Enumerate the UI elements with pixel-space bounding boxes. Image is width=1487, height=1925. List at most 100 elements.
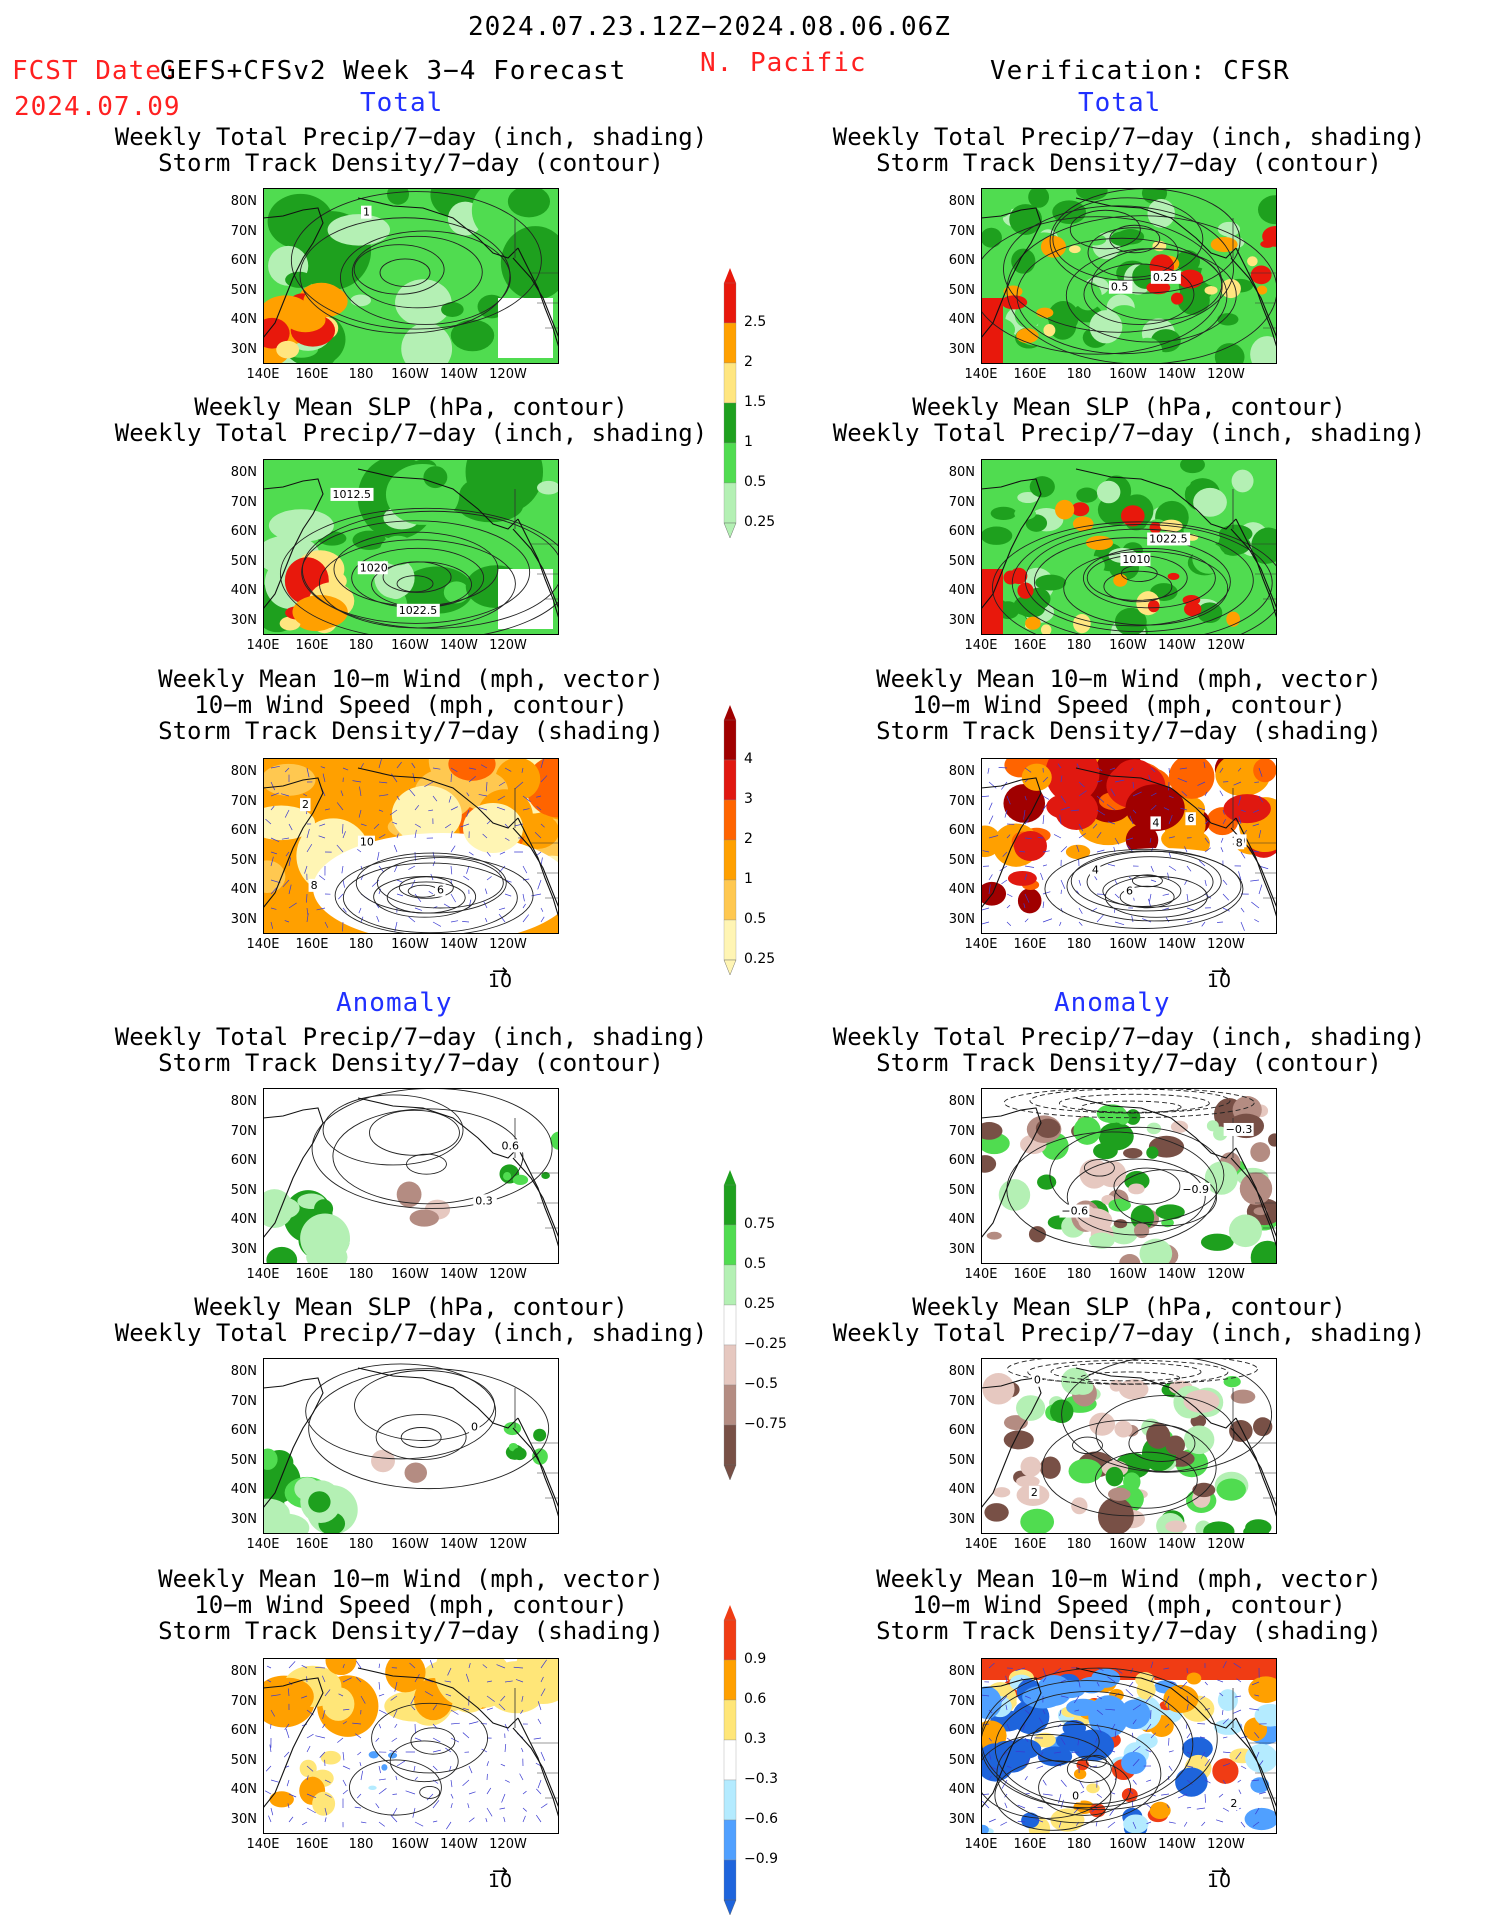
shade-cell	[1200, 1233, 1234, 1251]
wind-vector	[1164, 1723, 1170, 1728]
colorbar-segment	[723, 1659, 737, 1701]
contour-label-box	[1028, 1485, 1040, 1499]
wind-vector	[1258, 767, 1263, 777]
shade-cell	[1256, 343, 1277, 358]
shade-cell	[993, 1487, 1011, 1498]
wind-vector	[352, 1722, 362, 1725]
wind-vector	[390, 1814, 398, 1823]
wind-vector	[988, 884, 991, 895]
wind-vector	[424, 781, 434, 787]
contour-label-box	[1228, 1797, 1239, 1811]
wind-vector	[1042, 864, 1048, 867]
wind-vector	[982, 850, 990, 853]
wind-vector	[316, 907, 326, 911]
coast-line-0	[263, 1377, 324, 1509]
shade-cell	[998, 1179, 1031, 1211]
wind-vector	[1109, 1749, 1116, 1753]
shade-cell	[1244, 1807, 1277, 1831]
wind-vector	[270, 921, 274, 929]
wind-vector	[504, 837, 510, 841]
lat-tick-label: 40N	[948, 312, 975, 327]
lon-tick-label: 140W	[1158, 937, 1196, 952]
colorbar-segment	[723, 402, 737, 444]
wind-vector	[1015, 1750, 1026, 1753]
lat-tick-label: 80N	[948, 1364, 975, 1379]
lon-tick-label: 120W	[1207, 638, 1245, 653]
wind-vector	[410, 1695, 416, 1705]
contour-label: 0.3	[475, 1194, 493, 1207]
shade-cell	[389, 758, 419, 770]
panel-title-line: Weekly Total Precip/7−day (inch, shading…	[114, 1319, 708, 1347]
wind-vector	[1042, 850, 1050, 853]
lon-tick-label: 160E	[1013, 638, 1047, 653]
lon-tick-label: 140E	[964, 1837, 998, 1852]
colorbar-cap	[723, 959, 737, 976]
wind-vector	[513, 1666, 524, 1669]
shade-cell	[532, 1448, 548, 1465]
contour-line	[348, 1759, 442, 1816]
wind-vector	[360, 763, 364, 769]
coast-line-3	[1230, 528, 1277, 610]
wind-vector	[1114, 921, 1125, 926]
colorbar-precip-anom: 0.75 0.5 0.25 −0.25 −0.5 −0.75	[720, 1170, 787, 1484]
section-anomaly-right: Anomaly	[1054, 988, 1171, 1018]
coast-line-2	[517, 817, 559, 919]
shading-field	[981, 830, 1047, 914]
lon-tick-label: 140E	[964, 1267, 998, 1282]
wind-vector	[304, 865, 308, 874]
shade-cell	[1114, 1420, 1133, 1438]
contour-label-box	[435, 883, 446, 897]
shading-field	[263, 1448, 358, 1534]
colorbar-svg	[723, 705, 737, 976]
shade-cell	[1146, 1146, 1159, 1159]
wind-vector	[270, 1694, 281, 1697]
contour-label-box	[469, 1420, 480, 1434]
wind-vector	[1163, 807, 1170, 811]
period-title: 2024.07.23.12Z−2024.08.06.06Z	[468, 12, 951, 42]
lat-tick-label: 50N	[230, 1182, 257, 1198]
map-svg: −0.6 −0.3 −0.9	[981, 1088, 1277, 1264]
wind-vector	[338, 893, 344, 900]
shading-field	[981, 758, 1277, 867]
lat-tick-label: 60N	[948, 253, 975, 268]
wind-vector	[1006, 1765, 1012, 1769]
shade-cell	[292, 595, 348, 630]
shade-cell	[1121, 1751, 1147, 1775]
wind-vector	[1005, 1704, 1008, 1711]
wind-vector	[1006, 1723, 1011, 1732]
wind-vector	[1222, 1751, 1231, 1754]
wind-vector	[319, 823, 326, 827]
wind-vector	[1060, 1737, 1066, 1745]
colorbar-segment	[723, 1264, 737, 1306]
wind-vector	[1141, 918, 1152, 923]
contour-label: 4	[1152, 816, 1159, 829]
wind-vector	[378, 794, 389, 797]
lon-tick-label: 160E	[1013, 1837, 1047, 1852]
shade-cell	[327, 214, 391, 246]
coast-line-3	[512, 528, 559, 610]
wind-vector	[1186, 1732, 1191, 1739]
panel-title-line: Storm Track Density/7−day (contour)	[158, 1049, 664, 1077]
contour-line	[279, 507, 559, 635]
wind-vector	[1114, 1692, 1120, 1697]
wind-vector	[1042, 776, 1049, 783]
shade-cell	[507, 188, 551, 218]
contour-label-box	[357, 835, 375, 849]
map-frame	[263, 188, 559, 364]
wind-vector	[1250, 879, 1260, 882]
coastline	[263, 767, 559, 919]
wind-vector	[360, 823, 367, 827]
colorbar-segment	[723, 879, 737, 921]
shade-cell	[1168, 758, 1215, 799]
wind-vector	[1240, 921, 1245, 931]
contour-line	[1027, 1359, 1229, 1385]
shade-cell	[1250, 1142, 1271, 1162]
wind-vector	[1222, 879, 1228, 886]
contour-line	[1072, 1436, 1103, 1455]
wind-vector	[486, 876, 492, 881]
coast-line-2	[1235, 1147, 1277, 1249]
shade-cell	[1068, 1458, 1103, 1484]
contour-label: −0.9	[1182, 1183, 1209, 1196]
shading-field	[1003, 499, 1241, 635]
shade-cell	[1184, 602, 1202, 617]
